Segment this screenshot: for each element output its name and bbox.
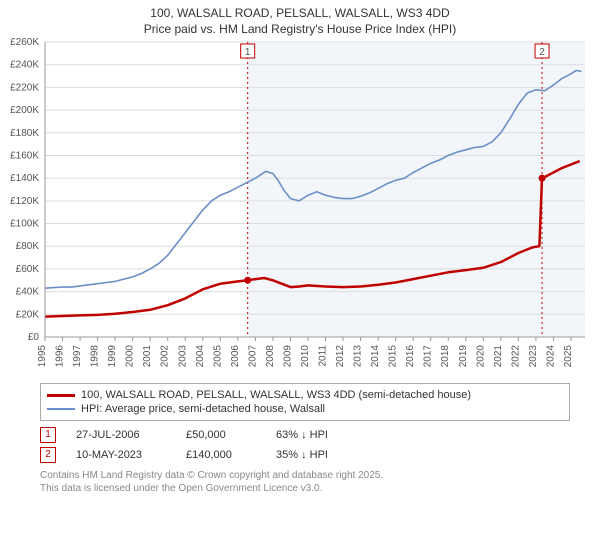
legend-item: HPI: Average price, semi-detached house,… <box>47 402 563 416</box>
svg-text:2020: 2020 <box>475 345 486 368</box>
event-date: 27-JUL-2006 <box>76 429 166 441</box>
svg-text:2014: 2014 <box>370 345 381 368</box>
svg-text:£80K: £80K <box>16 241 40 252</box>
svg-text:1998: 1998 <box>90 345 101 368</box>
svg-text:2001: 2001 <box>142 345 153 368</box>
footer-line-2: This data is licensed under the Open Gov… <box>40 482 570 495</box>
svg-text:£200K: £200K <box>10 105 39 116</box>
svg-text:£120K: £120K <box>10 196 39 207</box>
svg-text:2: 2 <box>539 47 545 58</box>
legend-label: 100, WALSALL ROAD, PELSALL, WALSALL, WS3… <box>81 389 471 401</box>
svg-text:2011: 2011 <box>318 345 329 367</box>
event-marker: 2 <box>40 447 56 463</box>
legend-swatch <box>47 408 75 410</box>
svg-text:1: 1 <box>245 47 251 58</box>
svg-text:£180K: £180K <box>10 128 39 139</box>
svg-text:2013: 2013 <box>353 345 364 368</box>
svg-text:2017: 2017 <box>423 345 434 368</box>
svg-text:£60K: £60K <box>16 264 40 275</box>
svg-text:£240K: £240K <box>10 60 39 71</box>
event-marker: 1 <box>40 427 56 443</box>
event-row: 1 27-JUL-2006 £50,000 63% ↓ HPI <box>40 425 570 445</box>
svg-text:1997: 1997 <box>72 345 83 368</box>
svg-text:2016: 2016 <box>405 345 416 368</box>
event-row: 2 10-MAY-2023 £140,000 35% ↓ HPI <box>40 445 570 465</box>
svg-text:2021: 2021 <box>493 345 504 368</box>
svg-text:£220K: £220K <box>10 83 39 94</box>
svg-text:£260K: £260K <box>10 37 39 48</box>
chart-area: £0 £20K £40K £60K £80K £100K £120K £140K £160K £1… <box>0 37 600 377</box>
svg-text:2015: 2015 <box>388 345 399 368</box>
svg-text:1999: 1999 <box>107 345 118 368</box>
svg-text:£40K: £40K <box>16 287 40 298</box>
legend: 100, WALSALL ROAD, PELSALL, WALSALL, WS3… <box>40 383 570 421</box>
svg-text:£0: £0 <box>28 332 40 343</box>
svg-text:2006: 2006 <box>230 345 241 368</box>
svg-text:£160K: £160K <box>10 151 39 162</box>
footer-line-1: Contains HM Land Registry data © Crown c… <box>40 469 570 482</box>
svg-text:2019: 2019 <box>458 345 469 368</box>
title-line-2: Price paid vs. HM Land Registry's House … <box>0 22 600 38</box>
svg-text:2000: 2000 <box>125 345 136 368</box>
svg-text:£140K: £140K <box>10 173 39 184</box>
legend-label: HPI: Average price, semi-detached house,… <box>81 403 325 415</box>
legend-item: 100, WALSALL ROAD, PELSALL, WALSALL, WS3… <box>47 388 563 402</box>
svg-text:2025: 2025 <box>563 345 574 368</box>
svg-text:2023: 2023 <box>528 345 539 368</box>
svg-text:2024: 2024 <box>545 345 556 368</box>
line-chart-svg: £0 £20K £40K £60K £80K £100K £120K £140K £160K £1… <box>0 37 600 377</box>
footer-attribution: Contains HM Land Registry data © Crown c… <box>40 469 570 495</box>
event-price: £140,000 <box>186 449 256 461</box>
svg-text:2004: 2004 <box>195 345 206 368</box>
svg-text:£100K: £100K <box>10 219 39 230</box>
event-price: £50,000 <box>186 429 256 441</box>
event-delta: 63% ↓ HPI <box>276 429 366 441</box>
svg-text:2022: 2022 <box>510 345 521 368</box>
svg-text:2007: 2007 <box>247 345 258 368</box>
svg-text:2002: 2002 <box>160 345 171 368</box>
event-date: 10-MAY-2023 <box>76 449 166 461</box>
svg-text:£20K: £20K <box>16 309 40 320</box>
svg-text:2018: 2018 <box>440 345 451 368</box>
event-delta: 35% ↓ HPI <box>276 449 366 461</box>
svg-text:2008: 2008 <box>265 345 276 368</box>
svg-text:2003: 2003 <box>177 345 188 368</box>
svg-text:1996: 1996 <box>55 345 66 368</box>
svg-text:2005: 2005 <box>212 345 223 368</box>
svg-text:2010: 2010 <box>300 345 311 368</box>
svg-text:1995: 1995 <box>37 345 48 368</box>
svg-text:2009: 2009 <box>282 345 293 368</box>
title-line-1: 100, WALSALL ROAD, PELSALL, WALSALL, WS3… <box>0 6 600 22</box>
svg-text:2012: 2012 <box>335 345 346 368</box>
legend-swatch <box>47 394 75 397</box>
chart-title: 100, WALSALL ROAD, PELSALL, WALSALL, WS3… <box>0 0 600 37</box>
events-table: 1 27-JUL-2006 £50,000 63% ↓ HPI 2 10-MAY-2023… <box>40 425 570 465</box>
